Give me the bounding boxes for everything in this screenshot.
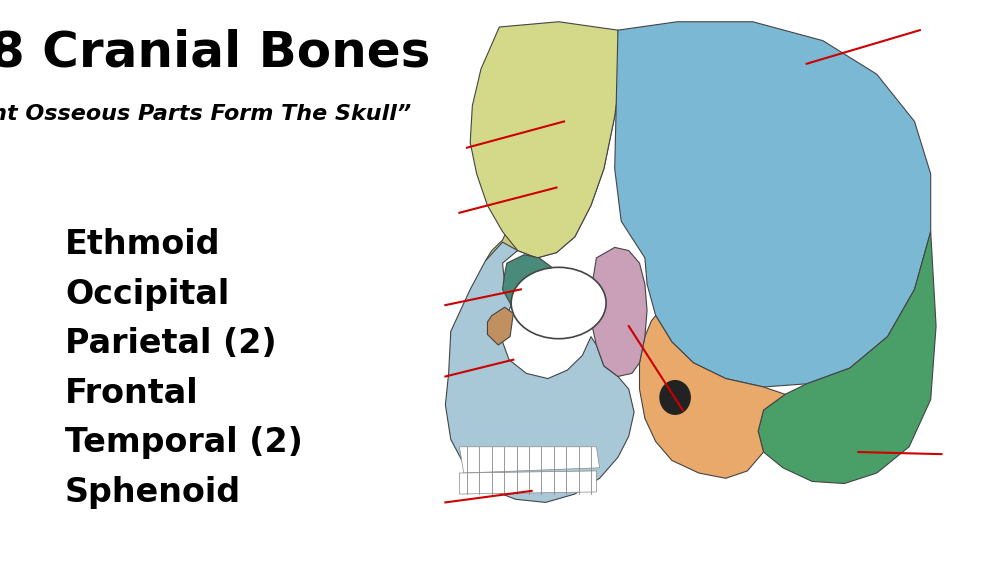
Polygon shape — [487, 307, 513, 345]
Polygon shape — [459, 471, 596, 494]
Text: Sphenoid: Sphenoid — [65, 476, 241, 509]
Polygon shape — [591, 247, 647, 377]
Polygon shape — [640, 316, 785, 479]
Text: Frontal: Frontal — [65, 377, 199, 410]
Ellipse shape — [660, 381, 690, 414]
Polygon shape — [459, 447, 600, 473]
Polygon shape — [470, 22, 621, 258]
Text: Parietal (2): Parietal (2) — [65, 327, 277, 360]
Polygon shape — [485, 69, 621, 261]
Text: 8 Cranial Bones: 8 Cranial Bones — [0, 28, 430, 76]
Ellipse shape — [511, 267, 606, 339]
Polygon shape — [503, 254, 559, 316]
Polygon shape — [445, 242, 634, 502]
Text: Ethmoid: Ethmoid — [65, 228, 220, 261]
Polygon shape — [758, 231, 936, 484]
Text: “Eight Osseous Parts Form The Skull”: “Eight Osseous Parts Form The Skull” — [0, 104, 412, 124]
Polygon shape — [615, 22, 931, 387]
Text: Temporal (2): Temporal (2) — [65, 426, 303, 459]
Text: Occipital: Occipital — [65, 278, 229, 311]
